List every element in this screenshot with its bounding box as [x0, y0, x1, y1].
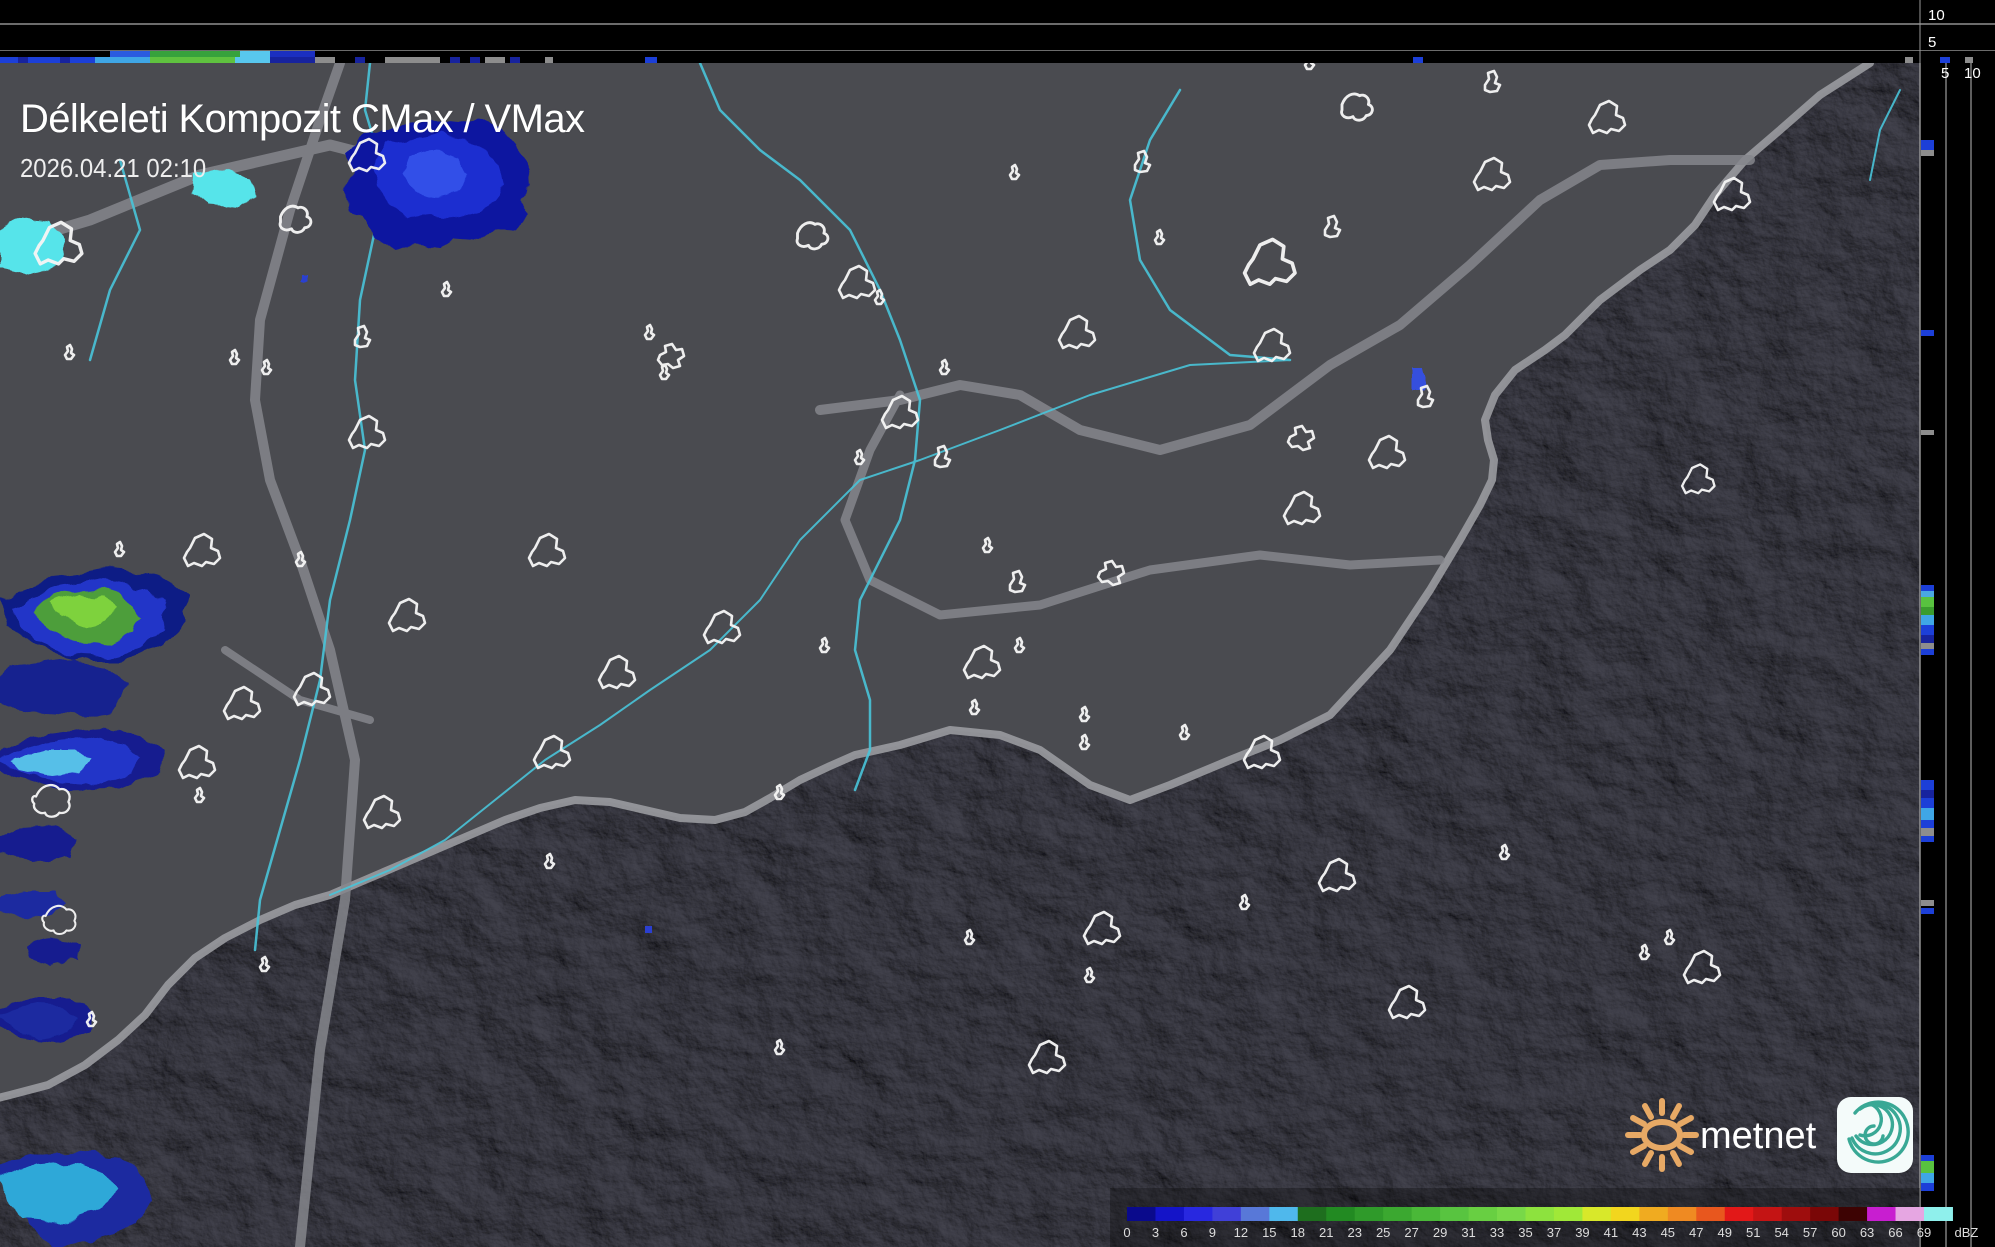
svg-text:18: 18: [1291, 1225, 1305, 1240]
svg-text:37: 37: [1547, 1225, 1561, 1240]
svg-text:9: 9: [1209, 1225, 1216, 1240]
svg-text:39: 39: [1575, 1225, 1589, 1240]
svg-text:60: 60: [1831, 1225, 1845, 1240]
svg-text:5: 5: [1928, 34, 1936, 51]
svg-text:15: 15: [1262, 1225, 1276, 1240]
svg-text:47: 47: [1689, 1225, 1703, 1240]
svg-text:3: 3: [1152, 1225, 1159, 1240]
svg-text:35: 35: [1518, 1225, 1532, 1240]
svg-text:31: 31: [1461, 1225, 1475, 1240]
svg-text:69: 69: [1917, 1225, 1931, 1240]
svg-text:6: 6: [1180, 1225, 1187, 1240]
svg-text:dBZ: dBZ: [1955, 1225, 1979, 1240]
svg-text:66: 66: [1888, 1225, 1902, 1240]
svg-text:43: 43: [1632, 1225, 1646, 1240]
svg-text:12: 12: [1234, 1225, 1248, 1240]
svg-text:33: 33: [1490, 1225, 1504, 1240]
svg-text:63: 63: [1860, 1225, 1874, 1240]
svg-text:23: 23: [1347, 1225, 1361, 1240]
svg-text:21: 21: [1319, 1225, 1333, 1240]
svg-text:29: 29: [1433, 1225, 1447, 1240]
svg-text:10: 10: [1928, 7, 1945, 24]
svg-text:54: 54: [1774, 1225, 1788, 1240]
svg-text:49: 49: [1718, 1225, 1732, 1240]
svg-text:41: 41: [1604, 1225, 1618, 1240]
svg-text:27: 27: [1404, 1225, 1418, 1240]
svg-text:25: 25: [1376, 1225, 1390, 1240]
svg-text:0: 0: [1123, 1225, 1130, 1240]
svg-text:51: 51: [1746, 1225, 1760, 1240]
svg-text:45: 45: [1661, 1225, 1675, 1240]
svg-text:57: 57: [1803, 1225, 1817, 1240]
